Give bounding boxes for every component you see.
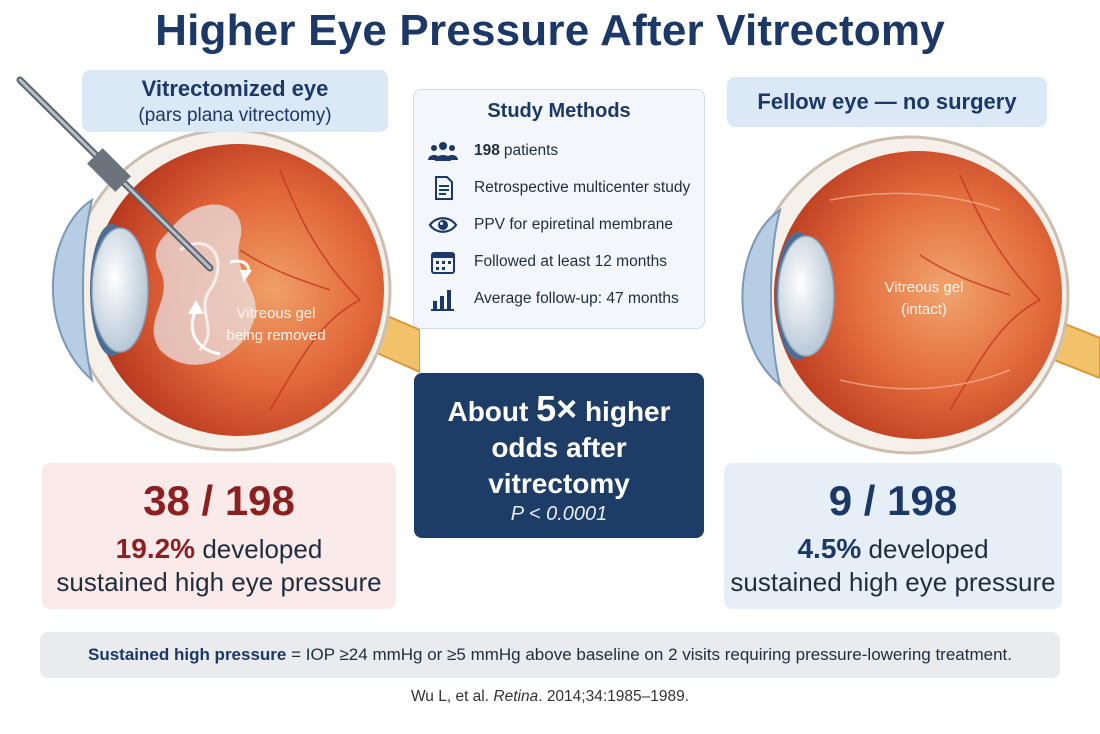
vitrectomized-eye-label-title: Vitrectomized eye (141, 76, 329, 101)
citation-journal: Retina (493, 688, 539, 705)
result-percent: 4.5% (797, 533, 862, 564)
fellow-eye-label: Fellow eye — no surgery (727, 77, 1047, 127)
citation: Wu L, et al. Retina. 2014;34:1985–1989. (410, 688, 690, 705)
page-title: Higher Eye Pressure After Vitrectomy (155, 6, 945, 55)
odds-line3: vitrectomy (488, 468, 630, 499)
bar-chart-icon (431, 290, 454, 311)
study-methods-panel: Study Methods 198 patients Retrospective… (413, 89, 705, 329)
odds-line1-pre: About (447, 396, 529, 427)
definition-text: = IOP ≥24 mmHg or ≥5 mmHg above baseline… (291, 645, 1012, 664)
result-percent-suffix: developed (202, 534, 323, 564)
definition-bar: Sustained high pressure = IOP ≥24 mmHg o… (40, 632, 1060, 678)
result-count: 9 / 198 (828, 477, 958, 524)
right-eye-annotation-line1: Vitreous gel (885, 279, 964, 296)
left-eye-annotation-line1: Vitreous gel (237, 305, 316, 322)
result-percent: 19.2% (115, 533, 196, 564)
result-percent-line: 4.5% developed (724, 533, 1062, 565)
definition-term: Sustained high pressure (88, 645, 287, 664)
methods-item-patients: 198 patients (428, 137, 558, 165)
result-count: 38 / 198 (143, 477, 295, 524)
methods-item-text: PPV for epiretinal membrane (474, 216, 674, 233)
result-description: sustained high eye pressure (730, 567, 1056, 597)
methods-item-text: Followed at least 12 months (474, 253, 667, 270)
study-methods-title: Study Methods (487, 100, 631, 122)
odds-ratio-statement: About 5× higher odds after vitrectomy (414, 391, 704, 502)
methods-item-followup-average: Average follow-up: 47 months (428, 285, 679, 313)
fellow-eye-result: 9 / 198 4.5% developed sustained high ey… (724, 463, 1062, 609)
vitrectomized-eye-result: 38 / 198 19.2% developed sustained high … (42, 463, 396, 609)
result-percent-suffix: developed (868, 534, 989, 564)
vitrectomized-eye-illustration: Vitreous gel being removed (16, 76, 420, 452)
document-icon (435, 176, 453, 200)
citation-authors: Wu L, et al. (410, 688, 490, 705)
methods-item-text: Retrospective multicenter study (474, 179, 691, 196)
methods-item-procedure: PPV for epiretinal membrane (428, 211, 673, 239)
odds-line1-post: higher (584, 396, 671, 427)
vitrectomized-eye-label: Vitrectomized eye (pars plana vitrectomy… (82, 70, 388, 132)
methods-item-design: Retrospective multicenter study (428, 174, 690, 202)
odds-ratio-box: About 5× higher odds after vitrectomy P … (414, 373, 704, 538)
fellow-eye-illustration: Vitreous gel (intact) (741, 135, 1100, 455)
result-percent-line: 19.2% developed (42, 533, 396, 565)
methods-item-text: patients (503, 142, 559, 159)
vitrectomized-eye-label-subtitle: (pars plana vitrectomy) (138, 105, 332, 126)
calendar-icon (431, 252, 455, 274)
left-eye-annotation-line2: being removed (226, 327, 325, 344)
methods-item-bold: 198 (474, 142, 500, 159)
citation-details: 2014;34:1985–1989. (546, 688, 690, 705)
odds-line2: odds after (491, 432, 627, 463)
people-icon (428, 142, 458, 161)
odds-multiplier: 5× (536, 388, 578, 429)
p-value: P < 0.0001 (510, 503, 608, 525)
eye-icon (428, 217, 458, 233)
result-description: sustained high eye pressure (56, 567, 382, 597)
methods-item-text: Average follow-up: 47 months (474, 290, 679, 307)
right-eye-annotation-line2: (intact) (901, 301, 947, 318)
methods-item-followup-minimum: Followed at least 12 months (428, 248, 667, 276)
